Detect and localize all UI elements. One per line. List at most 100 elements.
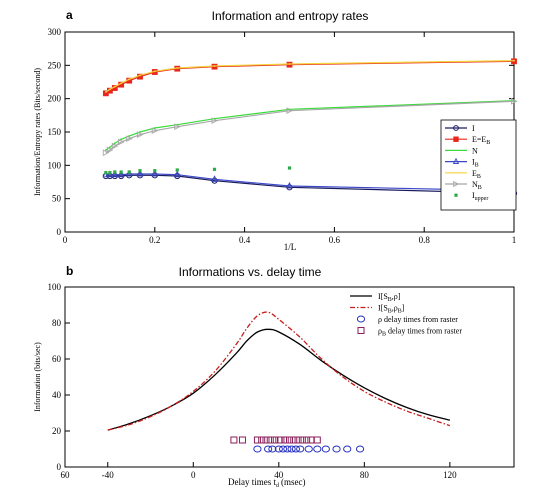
legend-a-label-i-b: IB (472, 158, 479, 169)
panel-a-series (102, 58, 518, 197)
panel-b-y-tick-label: 80 (52, 318, 62, 328)
panel-b-delay-point-rhob (313, 436, 321, 444)
panel-b: b Informations vs. delay time 60 -40 0 40 80… (33, 264, 515, 489)
legend-b-label-i-sb-rho: I[SB,ρ] (378, 292, 401, 303)
panel-b-series-line-i-sb-rhob (107, 311, 451, 431)
panel-b-x-axis: 60 -40 0 40 80 120 (61, 462, 457, 480)
panel-b-delay-point-rho (332, 445, 341, 453)
panel-b-label: b (66, 264, 73, 278)
panel-b-x-axis-label: Delay times td (msec) (228, 477, 306, 489)
panel-b-delay-point-rhob (230, 436, 238, 444)
panel-b-delay-point-rhob (307, 436, 315, 444)
panel-a-y-tick-label: 100 (48, 160, 62, 170)
panel-a-point-n (109, 146, 111, 149)
panel-a-y-tick-label: 250 (48, 60, 62, 70)
panel-a-point-n-b (126, 135, 133, 142)
panel-a-series-line-e-e-b (105, 60, 515, 94)
panel-a-point-i-b (286, 181, 293, 189)
legend-a-marker-n-b (453, 180, 460, 188)
panel-b-delay-point-rho (287, 445, 296, 453)
panel-a-legend-box (440, 119, 517, 211)
panel-b-delay-point-rho (304, 445, 313, 453)
panel-b-y-tick-label: 100 (48, 282, 62, 292)
panel-a-y-axis: 0 50 100 150 200 250 300 (48, 27, 514, 237)
panel-a: a Information and entropy rates 0 0.2 0.4 0… (33, 8, 518, 252)
panel-b-delay-point-rho (283, 445, 292, 453)
panel-b-delay-point-rhob (262, 436, 270, 444)
panel-a-label: a (66, 8, 73, 22)
panel-b-delay-point-rho (268, 445, 277, 453)
panel-a-point-e-b (139, 74, 141, 77)
panel-b-x-tick-label: 120 (443, 470, 457, 480)
panel-a-point-i-upper (175, 168, 179, 172)
panel-a-point-e-b (104, 91, 107, 93)
panel-b-delay-point-rhob (258, 436, 266, 444)
panel-a-point-e-b (128, 78, 131, 81)
panel-b-x-tick-label: 80 (360, 470, 370, 480)
panel-a-point-n (153, 127, 156, 129)
panel-b-delay-point-rhob (290, 436, 298, 444)
panel-b-delay-point-rhob (271, 436, 279, 444)
panel-a-point-i-b (117, 170, 125, 178)
panel-a-point-i-upper (104, 171, 108, 175)
panel-b-delay-point-rhob (294, 436, 302, 444)
panel-a-point-n (128, 135, 131, 137)
panel-a-point-i-upper (108, 171, 112, 175)
panel-a-point-i-b (111, 170, 119, 178)
panel-b-x-tick-label: -40 (102, 470, 114, 480)
legend-a-label-e-b: EB (472, 169, 481, 180)
panel-b-x-tick-label: 60 (61, 470, 71, 480)
panel-a-y-tick-label: 0 (57, 227, 62, 237)
panel-a-point-i-upper (127, 170, 131, 174)
panel-b-delay-point-rho (343, 445, 352, 453)
panel-a-point-e-b (176, 67, 179, 69)
legend-a-label-n-b: NB (472, 180, 482, 191)
panel-a-x-tick-label: 0.8 (419, 235, 431, 245)
panel-a-point-e-b (153, 70, 156, 73)
panel-a-point-i-b (151, 169, 159, 177)
panel-a-point-e-b (288, 63, 291, 65)
panel-a-x-tick-label: 0.6 (329, 235, 341, 245)
legend-b-marker-rhob (357, 327, 365, 334)
panel-a-x-axis: 0 0.2 0.4 0.6 0.8 1 (63, 32, 517, 245)
panel-a-point-n (120, 138, 123, 141)
panel-a-point-n-b (136, 131, 144, 138)
panel-b-x-tick-label: 0 (191, 470, 196, 480)
panel-b-y-axis-label: Information (bits/sec) (33, 342, 42, 412)
panel-b-delay-point-rho (296, 445, 305, 453)
panel-b-title: Informations vs. delay time (179, 265, 322, 279)
panel-a-point-n (139, 131, 141, 133)
legend-a-label-n: N (472, 146, 478, 155)
panel-a-point-i-b (173, 170, 181, 178)
panel-b-delay-point-rho (278, 445, 288, 453)
panel-a-point-i-upper (287, 166, 292, 170)
panel-b-delay-point-rhob (281, 436, 289, 444)
panel-a-point-e-b (113, 85, 116, 88)
panel-b-y-tick-label: 60 (52, 354, 62, 364)
panel-b-delay-point-rho (253, 445, 262, 453)
legend-a-label-i-upper: Iupper (472, 191, 488, 202)
panel-a-point-n-b (286, 107, 294, 114)
panel-b-delay-point-rho (321, 445, 330, 453)
panel-a-point-n-b (151, 127, 159, 134)
panel-b-series-line-i-sb-rho (107, 328, 451, 431)
panel-a-x-axis-label: 1/L (284, 242, 297, 252)
panel-a-x-tick-label: 0 (63, 235, 68, 245)
legend-a-marker-i-upper (454, 193, 458, 197)
panel-a-point-i-upper (119, 170, 123, 174)
legend-b-label-rhob-delay: ρB delay times from raster (378, 327, 462, 338)
panel-a-title: Information and entropy rates (212, 9, 369, 23)
panel-b-plot-frame (64, 286, 515, 468)
panel-b-delay-point-rho (291, 445, 301, 453)
legend-a-marker-i-b (452, 157, 460, 164)
panel-a-point-i-upper (212, 167, 217, 171)
panel-a-series-line-n-b (105, 100, 515, 154)
panel-b-delay-point-rho (274, 445, 283, 453)
panel-b-delay-point-rho (355, 445, 365, 453)
legend-a-label-e-e-b: E=EB (472, 135, 490, 146)
panel-a-point-n-b (118, 138, 125, 146)
panel-a-point-e-b (513, 59, 515, 62)
panel-a-x-tick-label: 1 (512, 235, 517, 245)
panel-a-point-n-b (111, 142, 119, 150)
